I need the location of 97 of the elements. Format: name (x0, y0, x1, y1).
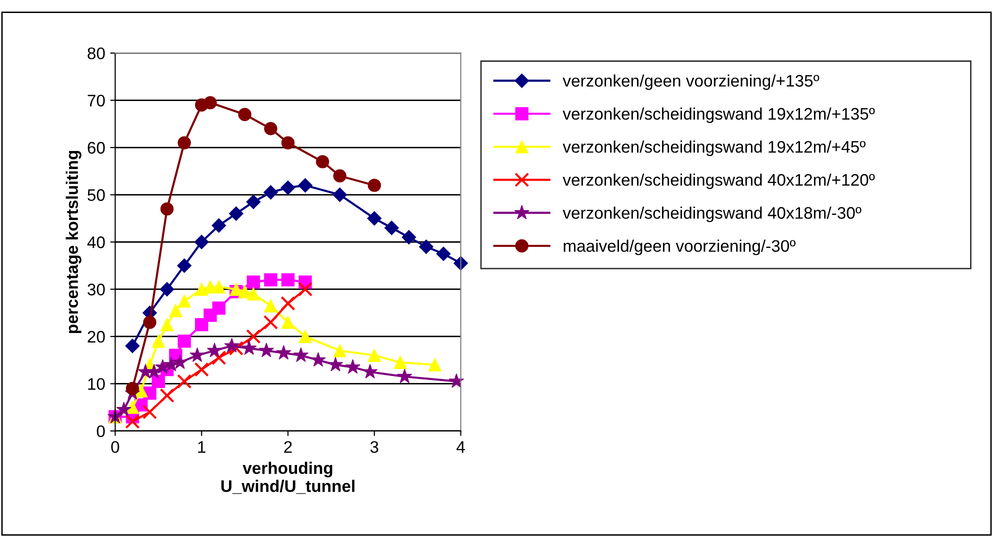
legend-label: verzonken/scheidingswand 19x12m/+135º (562, 107, 875, 124)
point (333, 169, 346, 182)
point (281, 273, 295, 286)
point (333, 344, 346, 358)
point (448, 373, 464, 388)
point (368, 348, 381, 362)
point (258, 342, 274, 358)
point (263, 185, 278, 200)
point (281, 136, 295, 150)
point (418, 240, 434, 254)
point (280, 296, 296, 311)
y-tick-label: 10 (88, 378, 105, 390)
y-tick-label: 80 (88, 47, 105, 60)
legend-label: verzonken/scheidingswand 40x12m/+120º (562, 174, 875, 190)
point (276, 345, 292, 360)
point (190, 347, 205, 362)
legend-label: verzonken/scheidingswand 40x18m/-30º (562, 206, 862, 222)
point (152, 334, 165, 348)
point (428, 358, 442, 372)
point (298, 330, 312, 344)
point (160, 388, 174, 403)
point (396, 368, 412, 384)
legend-label: maaiveld/geen voorziening/-30º (564, 240, 796, 256)
point (293, 347, 309, 362)
point (177, 374, 192, 389)
point (264, 299, 278, 312)
y-tick-label: 50 (88, 189, 105, 201)
y-tick-label: 20 (88, 330, 105, 343)
point (206, 342, 222, 358)
point (316, 155, 330, 168)
point (298, 282, 313, 297)
legend-label: verzonken/scheidingswand 19x12m/+45º (562, 140, 866, 156)
y-axis-title: percentage kortsluiting (66, 150, 82, 334)
point (178, 334, 191, 348)
point (172, 354, 188, 369)
y-tick-label: 0 (96, 425, 105, 438)
point (228, 206, 244, 221)
point (194, 362, 209, 377)
point (238, 108, 252, 122)
point (194, 282, 208, 296)
point (212, 302, 226, 315)
point (362, 364, 378, 378)
point (212, 350, 226, 366)
point (264, 273, 278, 286)
point (310, 352, 326, 367)
point (384, 220, 399, 236)
point (178, 136, 191, 150)
x-tick-label: 3 (370, 441, 378, 453)
point (246, 287, 260, 301)
point (241, 340, 257, 355)
x-tick-label: 2 (284, 441, 292, 453)
point (368, 178, 381, 192)
point (160, 282, 174, 296)
point (298, 178, 312, 193)
x-tick-label: 1 (198, 441, 206, 453)
y-tick-label: 30 (88, 284, 105, 296)
point (177, 258, 192, 273)
point (328, 356, 344, 372)
point (280, 180, 296, 195)
point (345, 359, 360, 374)
point (125, 338, 140, 354)
point (228, 340, 244, 356)
point (126, 400, 140, 414)
point (178, 294, 191, 308)
x-axis-title: verhouding U_wind/U_tunnel (221, 462, 354, 494)
point (436, 246, 451, 262)
point (116, 402, 132, 416)
point (332, 188, 348, 202)
point (212, 218, 226, 233)
point (194, 234, 209, 250)
point (160, 202, 174, 216)
point (264, 122, 278, 136)
point (246, 329, 261, 344)
y-tick-label: 40 (87, 236, 105, 248)
point (125, 414, 140, 429)
point (143, 316, 156, 329)
point (263, 315, 278, 330)
x-tick-label: 4 (456, 441, 465, 453)
point (230, 282, 243, 296)
point (204, 96, 217, 110)
point (394, 356, 407, 370)
point (169, 304, 182, 318)
y-tick-label: 70 (88, 94, 105, 106)
point (142, 404, 158, 420)
point (160, 318, 174, 332)
point (367, 211, 382, 226)
x-tick-label: 0 (111, 441, 120, 453)
y-tick-label: 60 (88, 142, 105, 154)
point (134, 384, 148, 398)
point (126, 382, 140, 396)
point (246, 276, 260, 289)
point (238, 285, 252, 298)
point (402, 230, 416, 245)
point (224, 338, 240, 352)
point (281, 316, 295, 329)
point (246, 194, 261, 210)
legend-label: verzonken/geen voorziening/+135º (562, 74, 820, 90)
